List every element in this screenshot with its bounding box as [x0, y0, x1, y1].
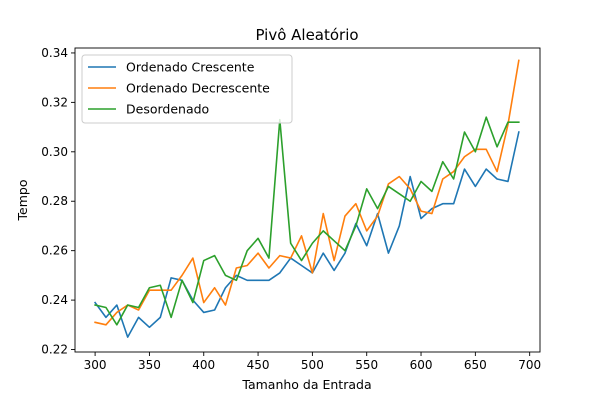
- legend-label-3: Desordenado: [126, 102, 209, 117]
- y-tick-label: 0.34: [41, 46, 68, 60]
- x-tick-label: 350: [138, 358, 161, 372]
- y-tick-label: 0.22: [41, 343, 68, 357]
- y-axis-label: Tempo: [15, 180, 30, 222]
- plot-area: [93, 59, 520, 338]
- legend-box: [81, 54, 293, 124]
- x-tick-label: 600: [410, 358, 433, 372]
- axes-frame: [74, 47, 541, 353]
- x-tick-label: 650: [464, 358, 487, 372]
- x-tick-label: 300: [84, 358, 107, 372]
- y-tick-label: 0.24: [41, 293, 68, 307]
- chart-title: Pivô Aleatório: [255, 26, 358, 44]
- y-tick-label: 0.32: [41, 95, 68, 109]
- x-tick-label: 700: [518, 358, 541, 372]
- series-line-2: [94, 59, 520, 326]
- axes: 300 350 400 450 500 550 600 650 700 0.22 0.24 0.26 0…: [41, 46, 541, 372]
- series-line-1: [93, 131, 520, 338]
- x-tick-label: 400: [192, 358, 215, 372]
- y-tick-label: 0.28: [41, 194, 68, 208]
- y-tick-label: 0.30: [41, 145, 68, 159]
- x-tick-label: 500: [301, 358, 324, 372]
- x-tick-label: 550: [355, 358, 378, 372]
- y-tick-label: 0.26: [41, 244, 68, 258]
- x-axis-label: Tamanho da Entrada: [241, 377, 371, 392]
- series-line-3: [94, 116, 520, 326]
- legend-label-1: Ordenado Crescente: [126, 60, 255, 75]
- x-tick-label: 450: [247, 358, 270, 372]
- legend: Ordenado Crescente Ordenado Decrescente De…: [81, 54, 293, 124]
- legend-label-2: Ordenado Decrescente: [126, 81, 270, 96]
